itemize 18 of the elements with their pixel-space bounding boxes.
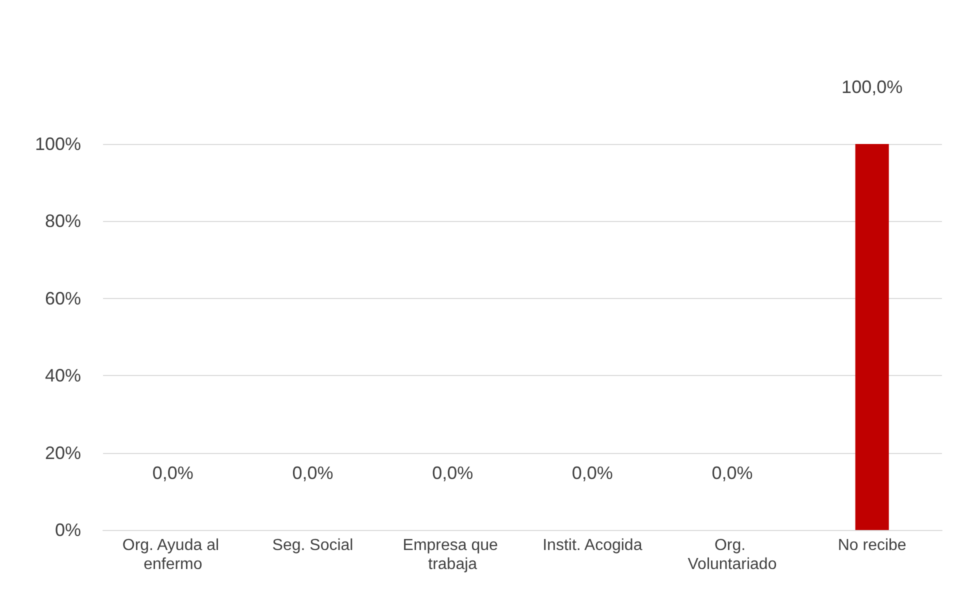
y-tick-label: 80% [44, 211, 81, 232]
data-label: 0,0% [712, 463, 753, 483]
data-label: 0,0% [572, 463, 613, 483]
data-label: 0,0% [152, 463, 194, 483]
y-tick-label: 20% [44, 442, 81, 463]
y-tick-label: 0% [54, 520, 81, 540]
data-label: 100,0% [842, 77, 903, 97]
x-tick-label: Seg. Social [272, 537, 354, 554]
x-tick-label: Org. Voluntariado [688, 537, 777, 573]
x-tick-label: No recibe [838, 537, 906, 554]
y-tick-label: 60% [44, 288, 81, 308]
x-tick-label: Org. Ayuda al enfermo [122, 537, 224, 573]
data-label: 0,0% [432, 463, 474, 483]
x-tick-label: Instit. Acogida [542, 537, 642, 554]
y-tick-label: 40% [44, 366, 81, 386]
y-tick-label: 100% [34, 134, 81, 154]
data-label: 0,0% [292, 463, 334, 483]
x-tick-label: Empresa que trabaja [402, 537, 502, 573]
